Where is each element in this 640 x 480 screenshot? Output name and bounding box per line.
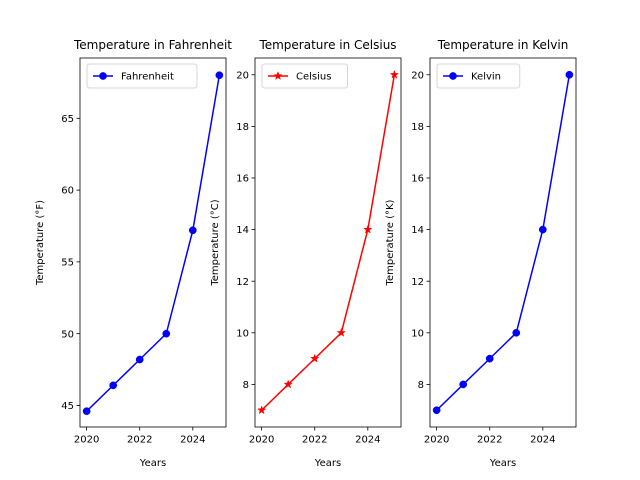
- x-axis-label: Years: [139, 458, 166, 469]
- y-tick-label: 8: [243, 380, 249, 391]
- data-point: [162, 329, 171, 338]
- data-point: [109, 381, 118, 390]
- data-point: [485, 354, 494, 363]
- chart-title: Temperature in Celsius: [258, 38, 396, 52]
- data-point: [538, 225, 547, 234]
- y-axis-label: Temperature (°F): [35, 200, 46, 286]
- axes-frame: [79, 57, 227, 428]
- series-line-celsius: [261, 74, 396, 411]
- axes-frame: [254, 57, 402, 428]
- legend: Kelvin: [436, 63, 521, 89]
- y-tick-label: 20: [236, 70, 249, 81]
- y-tick-label: 18: [236, 122, 249, 133]
- data-point: [310, 353, 320, 363]
- legend-marker: [99, 72, 107, 80]
- x-tick-label: 2020: [74, 435, 99, 446]
- x-tick-label: 2022: [477, 435, 502, 446]
- x-tick-label: 2024: [355, 435, 380, 446]
- x-tick-label: 2024: [180, 435, 205, 446]
- data-point: [565, 70, 574, 79]
- x-tick-label: 2024: [530, 435, 555, 446]
- x-tick-label: 2022: [302, 435, 327, 446]
- legend: Fahrenheit: [86, 63, 198, 89]
- y-tick-label: 14: [411, 225, 424, 236]
- x-tick-label: 2020: [249, 435, 274, 446]
- data-point: [283, 379, 293, 389]
- y-tick-label: 55: [61, 257, 74, 268]
- data-point: [215, 71, 224, 80]
- subplot-1: 2020 2022 2024 45 50 55 60 65 Temperature in Fah…: [35, 38, 232, 469]
- series-line-kelvin: [436, 74, 571, 411]
- legend-marker: [449, 72, 457, 80]
- subplot-2: 2020 2022 2024 8 10 12 14 16 18 20 Temperature in …: [210, 38, 402, 469]
- y-tick-label: 60: [61, 186, 74, 197]
- legend-label: Celsius: [296, 72, 331, 83]
- data-point: [135, 355, 144, 364]
- x-tick-label: 2020: [424, 435, 449, 446]
- legend: Celsius: [261, 63, 348, 89]
- x-axis-label: Years: [314, 458, 341, 469]
- legend-box: [261, 63, 348, 89]
- y-axis-label: Temperature (°K): [385, 199, 396, 286]
- data-point: [512, 328, 521, 337]
- legend-label: Fahrenheit: [121, 72, 174, 83]
- y-tick-label: 18: [411, 122, 424, 133]
- data-point: [256, 405, 267, 415]
- y-tick-label: 16: [236, 174, 249, 185]
- data-point: [459, 380, 468, 389]
- y-tick-label: 8: [418, 380, 424, 391]
- y-tick-label: 16: [411, 174, 424, 185]
- legend-box: [86, 63, 198, 89]
- y-tick-label: 10: [236, 328, 249, 339]
- y-tick-label: 50: [61, 329, 74, 340]
- axes-frame: [429, 57, 577, 428]
- y-tick-label: 65: [61, 114, 74, 125]
- x-tick-label: 2022: [127, 435, 152, 446]
- x-axis-label: Years: [489, 458, 516, 469]
- data-point: [432, 406, 441, 415]
- y-tick-label: 12: [236, 277, 249, 288]
- chart-title: Temperature in Kelvin: [437, 38, 569, 52]
- y-tick-label: 12: [411, 277, 424, 288]
- data-point: [389, 69, 400, 79]
- legend-label: Kelvin: [471, 72, 501, 83]
- data-point: [336, 327, 346, 337]
- subplot-3: 2020 2022 2024 8 10 12 14 16 18 20 Temperature in …: [385, 38, 577, 469]
- y-tick-label: 20: [411, 70, 424, 81]
- chart-title: Temperature in Fahrenheit: [73, 38, 232, 52]
- data-point: [82, 407, 91, 416]
- y-axis-label: Temperature (°C): [210, 199, 221, 286]
- data-point: [363, 224, 373, 234]
- data-point: [188, 226, 197, 235]
- series-line-fahrenheit: [86, 75, 221, 412]
- y-tick-label: 14: [236, 225, 249, 236]
- y-tick-label: 10: [411, 328, 424, 339]
- legend-box: [436, 63, 521, 89]
- y-tick-label: 45: [61, 401, 74, 412]
- legend-marker: [273, 71, 283, 81]
